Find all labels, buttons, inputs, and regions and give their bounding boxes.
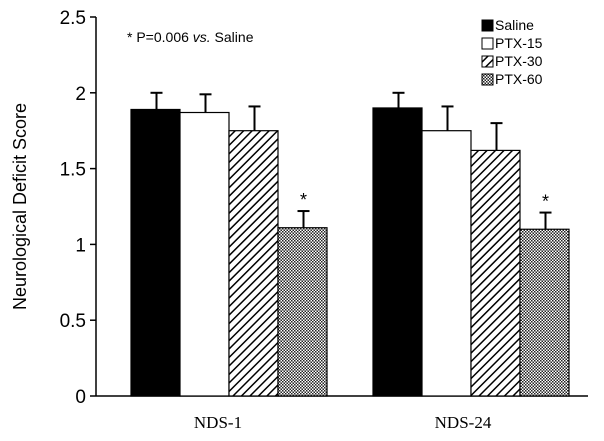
legend-label-ptx-60: PTX-60 xyxy=(495,71,543,87)
legend-swatch-ptx-30 xyxy=(481,55,494,68)
y-tick-label: 0 xyxy=(75,387,86,408)
significance-star: * xyxy=(300,190,307,210)
legend-swatch-ptx-60 xyxy=(481,73,494,86)
y-tick-label: 2.5 xyxy=(60,8,86,29)
y-tick-label: 2 xyxy=(75,84,86,105)
significance-star: * xyxy=(542,192,549,212)
legend-label-saline: Saline xyxy=(495,17,534,33)
annotation-suffix: Saline xyxy=(211,29,254,45)
legend-label-ptx-30: PTX-30 xyxy=(495,53,543,69)
y-tick-label: 0.5 xyxy=(60,311,86,332)
bar-ptx-60-nds-24 xyxy=(519,228,570,397)
legend-swatch-ptx-15 xyxy=(481,37,494,50)
legend: Saline PTX-15 PTX-30 PTX-60 xyxy=(481,17,543,87)
y-axis-label: Neurological Deficit Score xyxy=(10,103,30,310)
bar-ptx-60-nds-1 xyxy=(277,227,328,397)
x-category-label: NDS-24 xyxy=(435,413,492,432)
y-tick-label: 1.5 xyxy=(60,160,86,181)
bar-saline-nds-24 xyxy=(372,107,423,397)
y-tick-label: 1 xyxy=(75,235,86,256)
bars xyxy=(130,91,570,397)
x-category-label: NDS-1 xyxy=(194,413,242,432)
bar-ptx-30-nds-1 xyxy=(228,130,279,397)
bar-saline-nds-1 xyxy=(130,108,181,397)
annotation-italic: vs. xyxy=(193,29,211,45)
significance-annotation: * P=0.006 vs. Saline xyxy=(127,29,254,45)
labels: 0 0.5 1 1.5 2 2.5 Neurological Deficit Score * N… xyxy=(10,8,549,432)
bar-ptx-15-nds-1 xyxy=(179,111,230,397)
bar-ptx-30-nds-24 xyxy=(470,149,521,397)
legend-label-ptx-15: PTX-15 xyxy=(495,35,543,51)
legend-swatch-saline xyxy=(481,19,494,32)
bar-ptx-15-nds-24 xyxy=(421,130,472,397)
annotation-prefix: * P=0.006 xyxy=(127,29,193,45)
